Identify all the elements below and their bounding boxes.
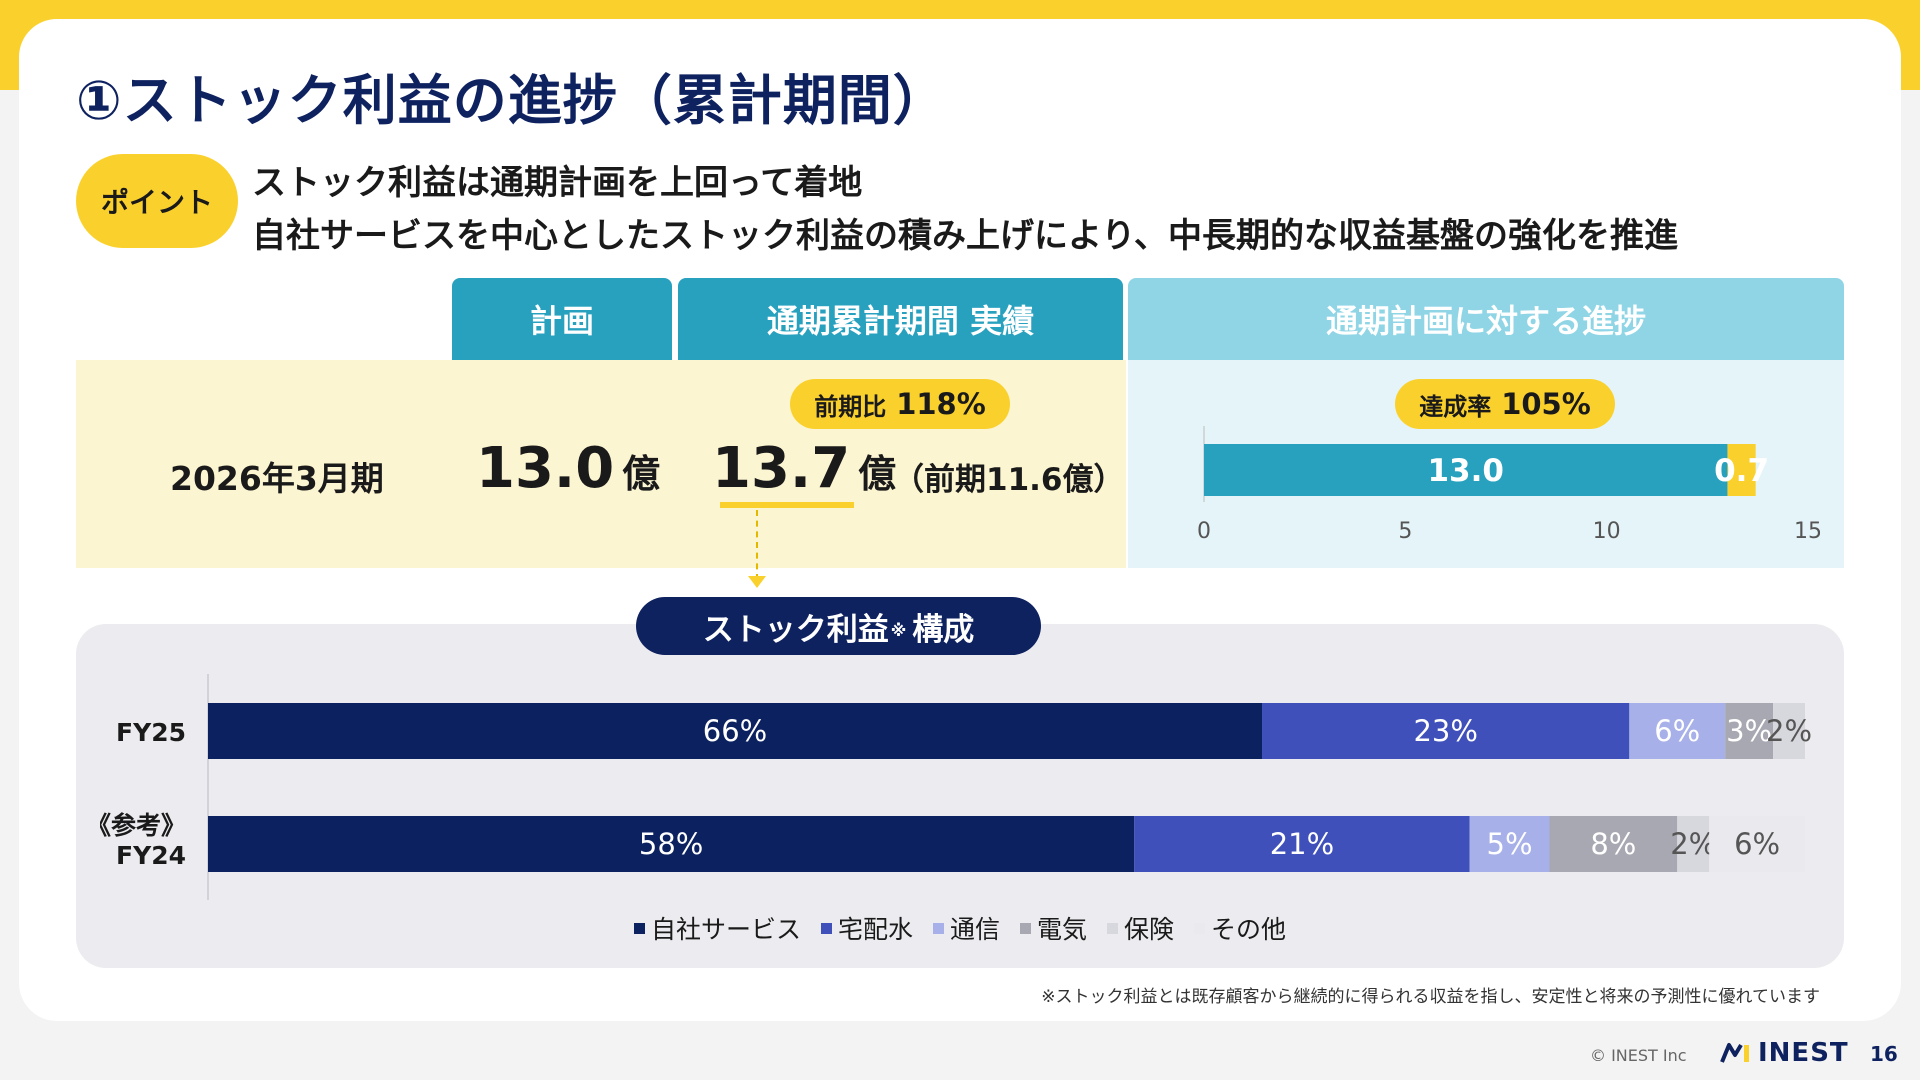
- arrow-down-icon: [748, 576, 766, 588]
- logo-text: INEST: [1758, 1038, 1849, 1068]
- achievement-label: 達成率: [1419, 392, 1492, 421]
- legend-swatch-4: [1107, 922, 1119, 934]
- stock-label-note: ※: [890, 620, 907, 640]
- legend-item-1: 宅配水: [820, 910, 913, 946]
- bar-0-3: [1725, 703, 1774, 759]
- yoy-label: 前期比: [814, 392, 887, 421]
- actual-value: 13.7 億: [712, 436, 896, 501]
- actual-unit: 億: [858, 452, 897, 496]
- actual-underline: [720, 502, 854, 508]
- yoy-value: 118%: [896, 387, 986, 421]
- legend-label-5: その他: [1211, 915, 1287, 944]
- bar-label-0-4: 2%: [1766, 714, 1812, 748]
- legend-swatch-2: [932, 922, 944, 934]
- legend-item-3: 電気: [1020, 910, 1087, 946]
- plan-unit: 億: [622, 452, 661, 496]
- bar-label-0-0: 66%: [703, 714, 767, 748]
- stock-composition-label: ストック利益 ※ 構成: [636, 597, 1041, 655]
- progress-bar-label-1: 0.7: [1714, 453, 1769, 489]
- legend-label-3: 電気: [1037, 915, 1088, 944]
- progress-tick-label-1: 5: [1398, 519, 1412, 544]
- category-label-1-0: 《参考》: [100, 811, 186, 840]
- header-plan: 計画: [452, 278, 672, 360]
- inest-logo: INEST: [1720, 1038, 1849, 1068]
- stock-label-main: ストック利益: [702, 611, 889, 648]
- progress-tick-label-3: 15: [1794, 519, 1820, 544]
- legend-label-4: 保険: [1124, 915, 1175, 944]
- composition-panel: [76, 624, 1844, 968]
- stock-label-suffix: 構成: [912, 611, 975, 648]
- bar-label-1-4: 2%: [1670, 827, 1716, 861]
- yoy-badge: 前期比 118%: [790, 379, 1010, 429]
- progress-bar-segment-1: [1727, 444, 1756, 496]
- period-label: 2026年3月期: [170, 459, 384, 498]
- legend-swatch-0: [633, 922, 645, 934]
- progress-tick-label-2: 10: [1593, 519, 1621, 544]
- composition-legend: 自社サービス 宅配水 通信 電気 保険 その他: [0, 910, 1920, 946]
- page-number: 16: [1870, 1042, 1898, 1066]
- previous-year-note: （前期11.6億）: [893, 462, 1125, 498]
- legend-swatch-5: [1194, 922, 1206, 934]
- bar-1-2: [1469, 816, 1550, 872]
- legend-swatch-3: [1020, 922, 1031, 934]
- achievement-badge: 達成率 105%: [1395, 379, 1615, 429]
- bar-label-1-2: 5%: [1487, 827, 1533, 861]
- progress-bar-segment-0: [1204, 444, 1728, 496]
- plan-number: 13.0: [476, 436, 615, 501]
- legend-label-0: 自社サービス: [650, 915, 801, 944]
- bar-label-0-1: 23%: [1413, 714, 1477, 748]
- achievement-value: 105%: [1501, 387, 1591, 421]
- legend-item-0: 自社サービス: [633, 910, 801, 946]
- bar-0-2: [1629, 703, 1726, 759]
- point-line-2: 自社サービスを中心としたストック利益の積み上げにより、中長期的な収益基盤の強化を…: [252, 216, 1678, 256]
- bar-label-1-3: 8%: [1590, 827, 1636, 861]
- header-actual: 通期累計期間 実績: [678, 278, 1123, 360]
- legend-item-5: その他: [1194, 910, 1286, 946]
- header-progress: 通期計画に対する進捗: [1128, 278, 1844, 360]
- legend-item-4: 保険: [1107, 910, 1174, 946]
- bar-1-1: [1134, 816, 1470, 872]
- category-label-0-0: FY25: [116, 718, 186, 747]
- bar-0-4: [1773, 703, 1805, 759]
- connector-dotted-line: [756, 510, 758, 580]
- legend-item-2: 通信: [932, 910, 1000, 946]
- slide-title: ①ストック利益の進捗（累計期間）: [76, 69, 948, 132]
- bar-1-5: [1709, 816, 1805, 872]
- inest-logo-icon: [1720, 1043, 1749, 1063]
- progress-bar-label-0: 13.0: [1427, 453, 1504, 489]
- legend-swatch-1: [820, 922, 832, 934]
- progress-tick-label-0: 0: [1197, 519, 1211, 544]
- point-badge: ポイント: [76, 154, 238, 248]
- bar-1-4: [1677, 816, 1710, 872]
- bar-label-0-2: 6%: [1654, 714, 1700, 748]
- bar-0-1: [1262, 703, 1630, 759]
- legend-label-2: 通信: [949, 915, 1000, 944]
- plan-value: 13.0 億: [476, 436, 660, 501]
- bar-label-1-1: 21%: [1270, 827, 1334, 861]
- category-label-1-1: FY24: [116, 841, 186, 870]
- bar-label-1-0: 58%: [639, 827, 703, 861]
- bar-1-3: [1549, 816, 1678, 872]
- point-line-1: ストック利益は通期計画を上回って着地: [252, 163, 863, 203]
- bar-1-0: [208, 816, 1135, 872]
- bar-label-0-3: 3%: [1726, 714, 1772, 748]
- bar-label-1-5: 6%: [1734, 827, 1780, 861]
- legend-label-1: 宅配水: [837, 915, 913, 944]
- actual-number: 13.7: [712, 436, 851, 501]
- bar-0-0: [208, 703, 1263, 759]
- progress-chart: 13.0 0.7 0 5 10 15: [1197, 426, 1820, 544]
- copyright: © INEST Inc: [1590, 1046, 1687, 1065]
- footnote: ※ストック利益とは既存顧客から継続的に得られる収益を指し、安定性と将来の予測性に…: [1041, 987, 1820, 1007]
